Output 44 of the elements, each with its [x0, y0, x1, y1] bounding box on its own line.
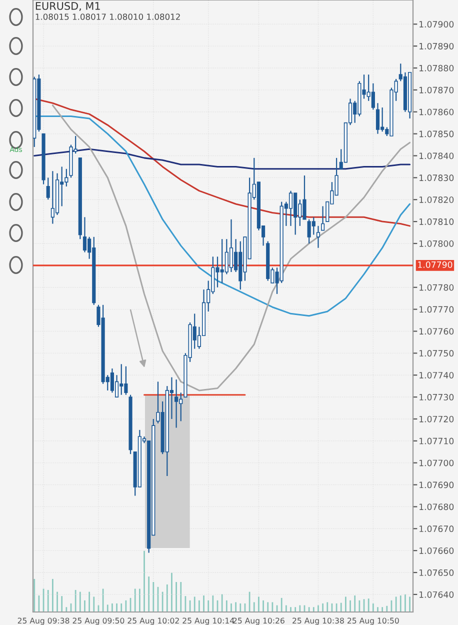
line-series [34, 148, 411, 170]
candlestick [316, 225, 320, 248]
ref-line-label: 1.07790 [418, 261, 452, 268]
candlestick [46, 177, 50, 200]
y-tick-label: 1.07730 [420, 394, 454, 400]
y-tick-label: 1.07870 [420, 86, 454, 94]
y-tick-label: 1.07710 [420, 438, 454, 444]
y-tick-label: 1.07840 [420, 152, 454, 160]
candlestick [114, 374, 119, 398]
candlestick [229, 218, 234, 273]
line-series [34, 98, 411, 227]
candlestick [288, 190, 293, 226]
chart-title: EURUSD, M1 [36, 2, 100, 11]
y-tick-label: 1.07740 [420, 372, 454, 378]
y-tick-label: 1.07720 [420, 416, 454, 422]
y-tick-label: 1.07640 [420, 591, 454, 598]
candlestick [376, 102, 380, 134]
y-tick-label: 1.07700 [420, 460, 454, 466]
text: 1.08015 1.08017 1.08010 1.08012 [36, 14, 180, 20]
y-tick-label: 1.07660 [420, 547, 454, 554]
line-series [52, 104, 411, 392]
y-tick-label: 1.07760 [420, 328, 454, 335]
candlestick [312, 216, 316, 236]
y-tick-label: 1.07850 [420, 130, 454, 138]
candlestick [321, 206, 325, 231]
y-tick-label: 1.07860 [420, 108, 454, 116]
y-tick-label: 1.07690 [420, 482, 454, 488]
candlestick [82, 216, 87, 253]
y-tick-label: 1.07830 [420, 174, 454, 182]
y-tick-label: 1.07780 [420, 284, 454, 291]
y-tick-label: 1.07890 [420, 42, 454, 50]
line-series [34, 115, 411, 317]
y-tick-label: 1.07680 [420, 504, 454, 510]
y-tick-label: 1.07820 [420, 196, 454, 204]
y-tick-label: 1.07880 [420, 64, 454, 72]
y-tick-label: 1.07900 [420, 21, 454, 28]
y-tick-label: 1.07770 [420, 306, 454, 313]
candlestick [371, 82, 375, 110]
y-tick-label: 1.07800 [420, 240, 454, 247]
candlestick [174, 378, 178, 428]
y-tick-label: 1.07670 [420, 526, 454, 532]
y-tick-label: 1.07750 [420, 350, 454, 357]
y-tick-label: 1.07810 [420, 218, 454, 225]
y-tick-label: 1.07650 [420, 569, 454, 576]
